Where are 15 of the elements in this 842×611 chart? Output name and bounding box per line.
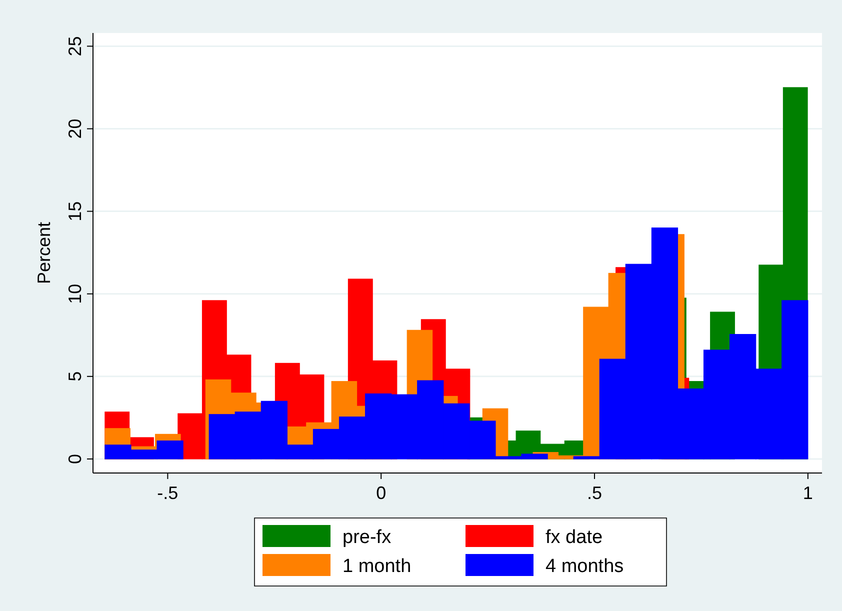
y-axis-title: Percent bbox=[34, 222, 54, 284]
y-tick-label: 5 bbox=[65, 371, 85, 382]
x-tick-label: -.5 bbox=[157, 483, 178, 503]
x-tick-label: .5 bbox=[587, 483, 602, 503]
x-tick-label: 0 bbox=[376, 483, 386, 503]
y-tick-label: 20 bbox=[65, 118, 85, 139]
x-tick-label: 1 bbox=[802, 483, 813, 503]
legend-label: 4 months bbox=[546, 556, 624, 577]
y-tick-label: 0 bbox=[65, 454, 85, 464]
legend-label: fx date bbox=[546, 527, 603, 548]
legend-label: 1 month bbox=[342, 556, 412, 577]
legend-label: pre-fx bbox=[342, 527, 392, 548]
y-tick-label: 10 bbox=[65, 284, 85, 304]
y-tick-label: 15 bbox=[65, 201, 85, 222]
y-tick-label: 25 bbox=[65, 36, 85, 56]
